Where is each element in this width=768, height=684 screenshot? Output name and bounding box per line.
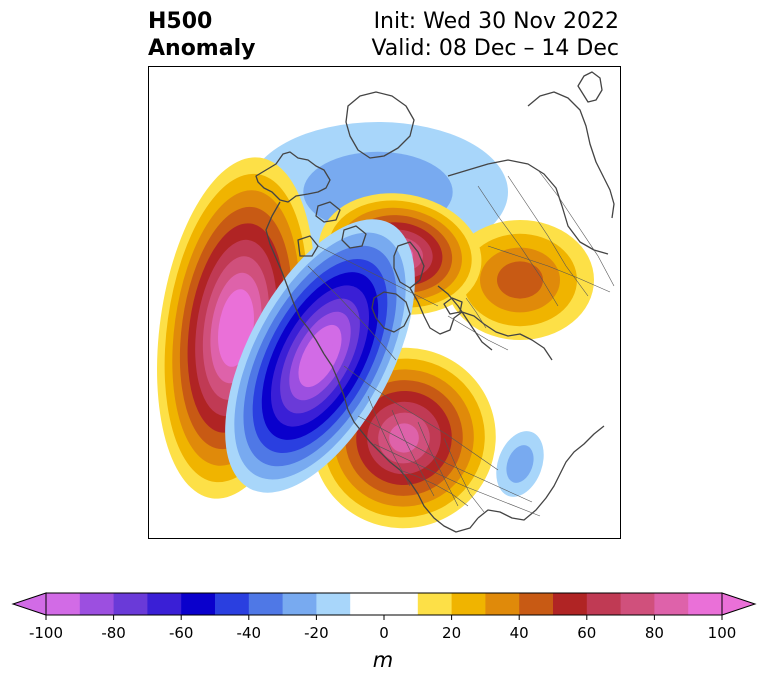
- anomaly-map: [148, 66, 621, 539]
- valid-dates: Valid: 08 Dec – 14 Dec: [371, 36, 619, 61]
- coast-japan: [603, 177, 615, 219]
- anomaly-contours: [157, 122, 594, 529]
- western-north-america-trough-level--100: [307, 338, 333, 374]
- border-europe: [447, 297, 509, 351]
- border-eurasia-1: [477, 185, 559, 307]
- title-left: H500 Anomaly: [148, 8, 255, 62]
- colorbar-segment--10: [350, 593, 419, 615]
- colorbar-segment-80: [654, 593, 689, 615]
- border-us-mexico: [399, 469, 469, 507]
- colorbar-extend-max: [721, 592, 757, 616]
- coast-hudson-bay: [371, 291, 411, 333]
- colorbar-segment--100: [46, 593, 81, 615]
- border-states-6: [373, 443, 541, 517]
- border-eurasia-3: [537, 169, 615, 287]
- colorbar-segment--70: [147, 593, 182, 615]
- colorbar-unit-label: m: [373, 648, 393, 672]
- border-states-1: [367, 395, 411, 487]
- colorbar-tick-label: -60: [169, 624, 194, 642]
- border-states-5: [357, 415, 533, 503]
- title-right: Init: Wed 30 Nov 2022 Valid: 08 Dec – 14…: [371, 8, 619, 62]
- border-states-4: [443, 437, 485, 513]
- coast-east-us: [477, 425, 605, 521]
- coast-iceland: [443, 297, 463, 315]
- coast-labrador: [437, 285, 493, 351]
- init-date: Init: Wed 30 Nov 2022: [373, 9, 619, 34]
- colorbar-segment--40: [248, 593, 284, 615]
- colorbar-segment--60: [181, 593, 216, 615]
- colorbar-segment--90: [79, 593, 115, 615]
- colorbar-segment--80: [113, 593, 148, 615]
- map-frame: [148, 66, 621, 539]
- colorbar-ticks: -100 -80 -60 -40 -20 0 20 40 60 80 100: [29, 615, 736, 642]
- colorbar-segment-60: [586, 593, 622, 615]
- colorbar-tick-label: 80: [645, 624, 664, 642]
- coast-pacific-us: [323, 353, 401, 471]
- coastlines: [255, 71, 615, 533]
- colorbar-segment-10: [417, 593, 453, 615]
- border-us-canada: [343, 365, 499, 471]
- colorbar-segment-70: [620, 593, 655, 615]
- coast-west-canada: [265, 201, 325, 355]
- coast-europe: [409, 287, 485, 335]
- colorbar-tick-label: 100: [708, 624, 737, 642]
- colorbar-segment-40: [519, 593, 554, 615]
- siberian-ridge-level-40: [497, 261, 543, 299]
- coast-scandinavia: [393, 241, 425, 289]
- border-states-3: [417, 421, 459, 507]
- colorbar-tick-label: 0: [379, 624, 389, 642]
- colorbar-tick-label: -40: [237, 624, 262, 642]
- colorbar-segment-20: [451, 593, 486, 615]
- title-variable: H500: [148, 9, 213, 34]
- colorbar-segments: [11, 592, 757, 616]
- coast-greenland: [345, 91, 415, 159]
- coast-arctic-islands-2: [341, 225, 367, 249]
- colorbar-tick-label: 20: [442, 624, 461, 642]
- coast-arctic-islands-3: [297, 235, 319, 257]
- coast-arctic-islands-1: [315, 201, 341, 223]
- colorbar-segment--30: [282, 593, 317, 615]
- colorbar-extend-min: [11, 592, 47, 616]
- border-canada-provinces: [307, 245, 439, 361]
- coast-kamchatka: [577, 71, 603, 103]
- coast-east-asia: [527, 91, 605, 179]
- border-states-2: [391, 409, 435, 497]
- colorbar-segment-30: [485, 593, 520, 615]
- coast-mediterranean: [483, 323, 553, 361]
- atlantic-trough-level--20: [506, 445, 534, 483]
- colorbar-segment--50: [215, 593, 250, 615]
- coast-alaska: [255, 151, 331, 203]
- colorbar-tick-label: -100: [29, 624, 63, 642]
- colorbar-tick-label: -20: [304, 624, 329, 642]
- colorbar-tick-label: 60: [577, 624, 596, 642]
- coast-siberia: [447, 159, 609, 255]
- political-borders: [307, 169, 615, 517]
- colorbar-tick-label: -80: [101, 624, 126, 642]
- north-pacific-ridge-level-100: [225, 305, 247, 351]
- coast-mexico: [399, 469, 479, 533]
- colorbar-segment-90: [688, 593, 723, 615]
- title-field: Anomaly: [148, 36, 256, 61]
- border-eurasia-4: [487, 245, 611, 293]
- colorbar-segment--20: [316, 593, 351, 615]
- colorbar-tick-label: 40: [510, 624, 529, 642]
- colorbar: -100 -80 -60 -40 -20 0 20 40 60 80 100 m: [11, 592, 757, 672]
- colorbar-segment-50: [553, 593, 588, 615]
